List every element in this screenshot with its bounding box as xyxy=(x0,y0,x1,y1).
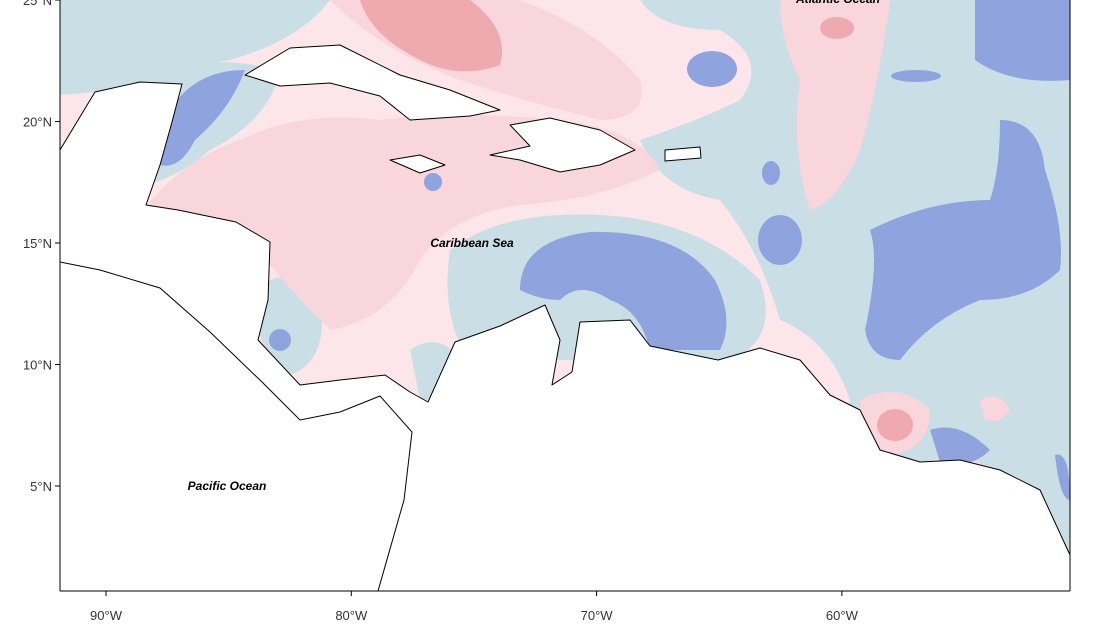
lat-tick-label: 5°N xyxy=(30,479,52,494)
field xyxy=(60,0,1070,591)
field-blue xyxy=(424,173,442,191)
field-darkpink xyxy=(877,409,913,441)
field-blue xyxy=(762,161,780,185)
field-blue xyxy=(865,120,1061,360)
mainland xyxy=(60,81,1070,591)
field-blue xyxy=(975,0,1070,81)
lat-tick-label: 10°N xyxy=(23,358,52,373)
field-darkpink xyxy=(360,0,502,72)
field-lightblue xyxy=(640,0,1070,560)
field-blue xyxy=(687,51,737,87)
ticks: 25°N 20°N 15°N 10°N 5°N 90°W 80°W 70°W 60°W xyxy=(23,0,859,623)
ocean-label: Pacific Ocean xyxy=(188,479,267,493)
ocean-label: Atlantic Ocean xyxy=(795,0,880,6)
lon-tick-label: 70°W xyxy=(581,608,614,623)
island-cuba xyxy=(244,44,501,121)
lat-tick-label: 25°N xyxy=(23,0,52,8)
field-darkpink xyxy=(820,17,854,39)
island-jamaica xyxy=(389,154,446,174)
labels: Atlantic Ocean Caribbean Sea Pacific Ocean xyxy=(188,0,880,493)
field-lightblue xyxy=(60,0,330,95)
pacific-coast xyxy=(60,261,413,591)
field-blue xyxy=(891,70,941,82)
ocean-label: Caribbean Sea xyxy=(430,236,514,250)
field-blue xyxy=(520,231,727,350)
field-pink xyxy=(140,115,660,330)
island-puerto-rico xyxy=(664,146,702,162)
field-pink xyxy=(980,396,1010,422)
field-blue xyxy=(160,70,245,166)
field-blue xyxy=(1055,454,1070,500)
field-blue xyxy=(758,215,802,265)
lat-tick-label: 20°N xyxy=(23,115,52,130)
island-hispaniola xyxy=(489,117,636,173)
field-pink xyxy=(780,0,890,210)
lon-tick-label: 90°W xyxy=(90,608,123,623)
lat-tick-label: 15°N xyxy=(23,236,52,251)
lon-tick-label: 60°W xyxy=(826,608,859,623)
lon-tick-label: 80°W xyxy=(335,608,368,623)
field-blue xyxy=(930,427,990,465)
field-blue xyxy=(269,329,291,351)
